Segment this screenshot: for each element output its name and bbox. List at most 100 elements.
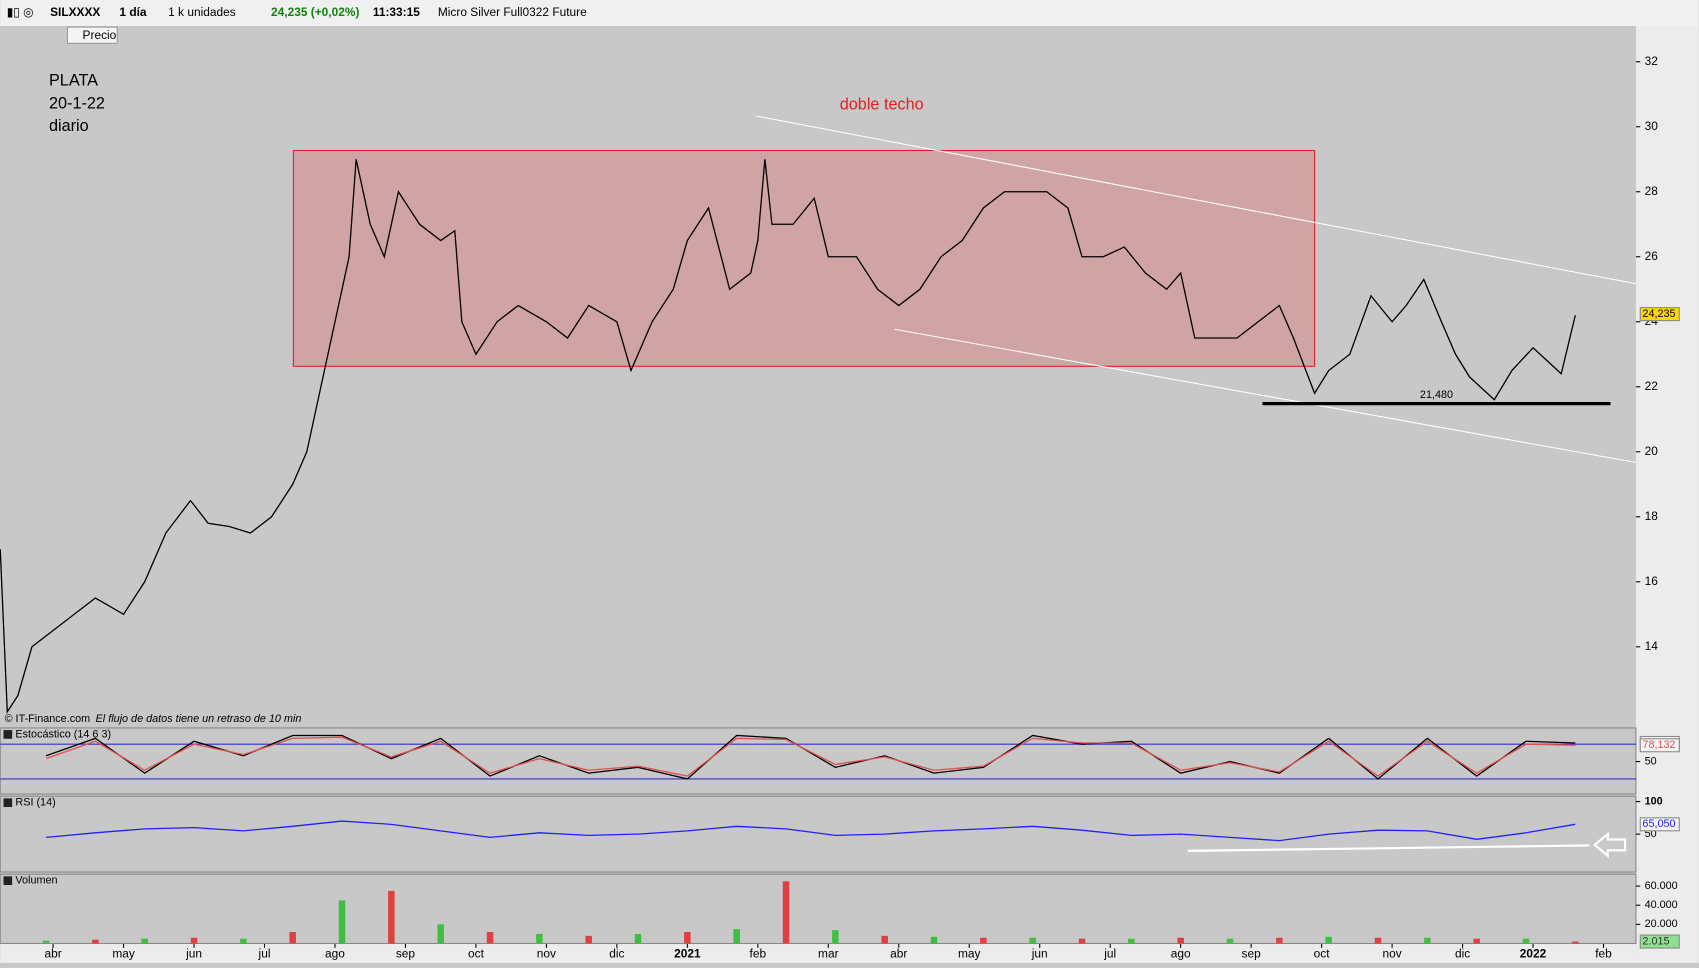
symbol[interactable]: SILXXXX — [50, 5, 100, 19]
y-tick-label: 40.000 — [1645, 899, 1678, 911]
symbol-icons[interactable]: ▮▯ ◎ — [7, 5, 34, 19]
value-label-box — [1639, 738, 1680, 753]
bar — [190, 937, 198, 944]
bar — [240, 938, 247, 944]
x-tick-label: 2022 — [1520, 946, 1547, 960]
y-tick-label: 50 — [1645, 755, 1657, 767]
bar — [141, 938, 148, 944]
y-tick-label: 14 — [1645, 639, 1659, 653]
panel-icon — [3, 798, 13, 808]
description: Micro Silver Full0322 Future — [438, 5, 587, 19]
bar — [42, 940, 50, 944]
y-tick-label: 18 — [1645, 509, 1659, 523]
y-tick-label: 60.000 — [1645, 880, 1678, 892]
x-tick-label: may — [958, 946, 981, 960]
x-tick-label: dic — [609, 946, 624, 960]
delay-note: El flujo de datos tiene un retraso de 10… — [96, 713, 302, 725]
value-label: 78,132 — [1642, 739, 1675, 751]
panel — [0, 795, 1637, 873]
bar — [1029, 937, 1036, 944]
x-tick-label: jun — [185, 946, 202, 960]
trendline — [894, 328, 1637, 464]
bar — [536, 933, 543, 944]
value-label-box — [1639, 307, 1680, 322]
y-tick-label: 26 — [1645, 249, 1659, 263]
y-tick-label: 30 — [1645, 119, 1659, 133]
x-tick-label: abr — [890, 946, 907, 960]
bar — [1276, 937, 1283, 944]
time: 11:33:15 — [373, 5, 420, 19]
data-line — [0, 159, 1576, 714]
panel-title: Volumen — [15, 875, 57, 887]
bar — [92, 939, 99, 944]
value-label: 65,050 — [1642, 818, 1675, 830]
x-tick-label: abr — [44, 946, 61, 960]
bar — [1473, 938, 1480, 944]
price-axis — [1635, 25, 1699, 964]
y-tick-label: 100 — [1645, 795, 1663, 807]
bar — [338, 900, 346, 944]
bar — [1078, 938, 1086, 944]
trendline — [1187, 844, 1590, 852]
bar — [634, 933, 642, 944]
trendline — [756, 115, 1637, 285]
data-line — [45, 736, 1576, 777]
y-tick-label: 32 — [1645, 54, 1659, 68]
x-tick-label: jul — [258, 946, 271, 960]
bar — [1325, 936, 1332, 944]
arrow — [1593, 831, 1627, 859]
bar — [1424, 937, 1431, 944]
bar — [1374, 937, 1382, 944]
x-tick-label: sep — [396, 946, 416, 960]
data-line — [45, 734, 1576, 780]
bar — [980, 937, 987, 944]
panel — [0, 727, 1637, 795]
x-tick-label: feb — [1595, 946, 1612, 960]
bar — [1522, 938, 1530, 944]
value-label: 2.015 — [1642, 935, 1669, 947]
quote: 24,235 (+0,02%) — [271, 5, 359, 19]
x-tick-label: nov — [537, 946, 556, 960]
bar — [684, 932, 691, 944]
pattern-label: doble techo — [840, 95, 924, 113]
bar — [930, 936, 938, 944]
time-axis — [0, 943, 1636, 963]
panel-title: RSI (14) — [15, 797, 55, 809]
y-tick-label: 20 — [1645, 444, 1659, 458]
support-label: 21,480 — [1420, 389, 1453, 401]
x-tick-label: ago — [1171, 946, 1191, 960]
price-button[interactable] — [66, 26, 118, 44]
x-tick-label: mar — [818, 946, 839, 960]
x-tick-label: may — [112, 946, 135, 960]
bar — [388, 890, 395, 944]
x-tick-label: jul — [1103, 946, 1116, 960]
bar — [832, 930, 839, 944]
x-tick-label: jun — [1031, 946, 1048, 960]
value-label-box — [1639, 934, 1680, 949]
toolbar — [0, 0, 1699, 26]
bar — [782, 881, 790, 944]
bar — [1128, 938, 1135, 944]
panel-icon — [3, 876, 13, 886]
price-button-label[interactable]: Precio — [83, 28, 117, 42]
data-line — [45, 820, 1576, 842]
annotation: 20-1-22 — [49, 94, 105, 112]
panel-title: Estocástico (14 6 3) — [15, 728, 111, 740]
bar — [585, 935, 592, 944]
x-tick-label: ago — [325, 946, 345, 960]
x-tick-label: oct — [1314, 946, 1331, 960]
bar — [733, 929, 740, 944]
copyright: © IT-Finance.com — [5, 713, 91, 725]
annotation: PLATA — [49, 72, 98, 90]
y-tick-label: 20.000 — [1645, 918, 1678, 930]
y-tick-label: 16 — [1645, 574, 1659, 588]
units[interactable]: 1 k unidades — [168, 5, 236, 19]
x-tick-label: 2021 — [674, 946, 701, 960]
value-label-box — [1639, 817, 1680, 832]
panel-icon — [3, 730, 13, 739]
panel — [0, 873, 1637, 945]
bar — [881, 935, 888, 944]
interval[interactable]: 1 día — [119, 5, 147, 19]
